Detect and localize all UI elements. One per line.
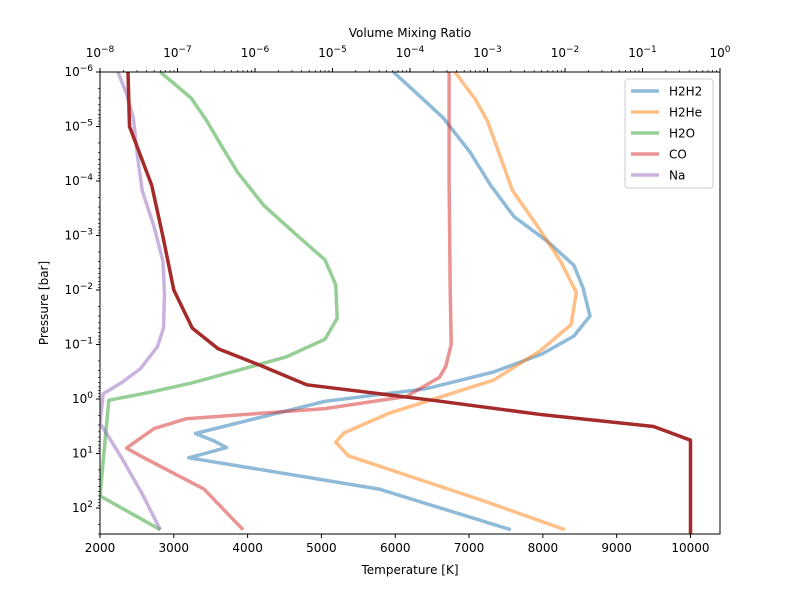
top-tick-label: 10−5 — [318, 45, 347, 60]
legend-label: CO — [669, 148, 687, 162]
y-tick-label: 10−4 — [64, 173, 93, 188]
top-tick-label: 10−8 — [86, 45, 115, 60]
x-tick-label: 4000 — [232, 541, 263, 555]
series-line-h2he — [333, 72, 579, 532]
series-line-co — [124, 72, 453, 531]
bottom-axis: 2000 3000 4000 5000 6000 7000 8000 9000 10000 — [85, 534, 710, 555]
legend-label: Na — [669, 169, 685, 183]
left-axis: 10−6 10−5 10−4 10−3 10−2 10−1 100 101 102 — [64, 64, 100, 535]
x-tick-label: 9000 — [601, 541, 632, 555]
x-tick-label: 2000 — [85, 541, 116, 555]
y-axis-title: Pressure [bar] — [37, 261, 51, 345]
x-tick-label: 10000 — [671, 541, 709, 555]
x-tick-label: 8000 — [528, 541, 559, 555]
y-tick-label: 102 — [72, 500, 93, 515]
series-layer — [100, 72, 693, 534]
top-tick-label: 10−2 — [551, 45, 580, 60]
y-tick-label: 100 — [72, 391, 93, 406]
legend-box — [624, 78, 714, 189]
temperature-profile-line — [126, 72, 693, 534]
y-tick-label: 10−3 — [64, 227, 93, 242]
legend-label: H2O — [669, 127, 695, 141]
x-tick-label: 6000 — [380, 541, 411, 555]
series-line-h2h2 — [187, 72, 592, 532]
x-tick-label: 3000 — [159, 541, 190, 555]
top-tick-label: 100 — [709, 45, 730, 60]
y-tick-label: 101 — [72, 445, 93, 460]
series-line-h2o — [100, 72, 339, 532]
legend: H2H2 H2He H2O CO Na — [624, 78, 714, 189]
x-tick-label: 7000 — [454, 541, 485, 555]
top-tick-label: 10−7 — [163, 45, 192, 60]
x-axis-title: Temperature [K] — [360, 563, 458, 577]
x-tick-label: 5000 — [306, 541, 337, 555]
y-tick-label: 10−6 — [64, 64, 93, 79]
legend-label: H2H2 — [669, 85, 702, 99]
y-tick-label: 10−5 — [64, 118, 93, 133]
y-tick-label: 10−1 — [64, 336, 93, 351]
top-tick-label: 10−4 — [396, 45, 425, 60]
y-tick-label: 10−2 — [64, 282, 93, 297]
top-tick-label: 10−1 — [628, 45, 657, 60]
top-axis-title: Volume Mixing Ratio — [349, 26, 471, 40]
top-tick-label: 10−6 — [241, 45, 270, 60]
top-axis: 10−8 10−7 10−6 10−5 10−4 10−3 10−2 10−1 100 — [86, 45, 731, 72]
top-tick-label: 10−3 — [473, 45, 502, 60]
legend-label: H2He — [669, 106, 702, 120]
